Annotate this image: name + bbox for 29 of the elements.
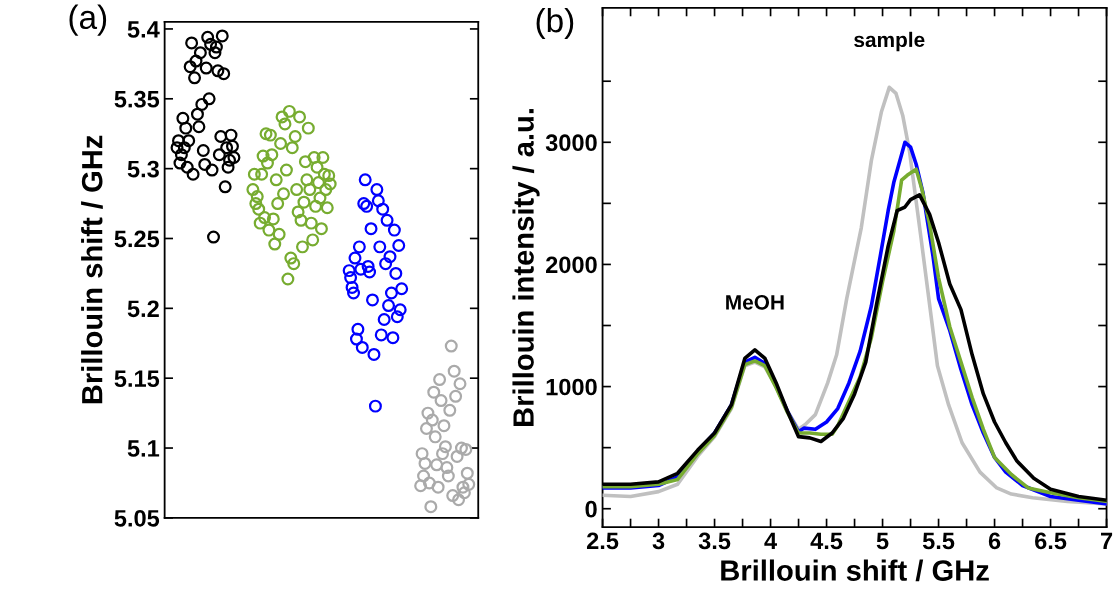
annotation: sample bbox=[854, 31, 925, 52]
x-tick-label: 3.5 bbox=[698, 532, 731, 550]
annotation: MeOH bbox=[726, 294, 784, 310]
x-tick-label: 7 bbox=[1101, 532, 1113, 550]
x-tick-label: 5.5 bbox=[922, 532, 955, 550]
y-tick-label: 1000 bbox=[546, 378, 597, 396]
x-tick-label: 3 bbox=[652, 532, 665, 550]
y-tick-label: 5.35 bbox=[114, 90, 160, 108]
x-tick-label: 6.5 bbox=[1035, 532, 1067, 550]
x-tick-label: 4.5 bbox=[810, 532, 843, 550]
y-tick-label: 2000 bbox=[546, 256, 597, 274]
x-axis-title: Brillouin shift / GHz bbox=[721, 559, 989, 582]
y-tick-label: 3000 bbox=[545, 134, 597, 152]
x-tick-label: 2.5 bbox=[586, 532, 619, 550]
y-tick-label: 5.4 bbox=[127, 21, 160, 38]
chart-title: (a) bbox=[69, 4, 107, 36]
y-tick-label: 5.1 bbox=[127, 440, 160, 457]
y-tick-label: 5.15 bbox=[114, 370, 160, 387]
y-tick-label: 5.3 bbox=[127, 160, 159, 178]
y-tick-label: 5.25 bbox=[114, 230, 160, 248]
x-tick-label: 4 bbox=[764, 532, 777, 550]
y-axis-title: Brillouin intensity / a.u. bbox=[512, 109, 540, 426]
x-tick-label: 6 bbox=[988, 532, 1001, 550]
y-tick-label: 0 bbox=[585, 500, 597, 518]
y-tick-label: 5.2 bbox=[127, 300, 159, 318]
y-axis-title: Brillouin shift / GHz bbox=[81, 135, 103, 404]
y-tick-label: 5.05 bbox=[114, 509, 160, 527]
chart-title: (b) bbox=[536, 7, 574, 39]
x-tick-label: 5 bbox=[876, 532, 889, 550]
